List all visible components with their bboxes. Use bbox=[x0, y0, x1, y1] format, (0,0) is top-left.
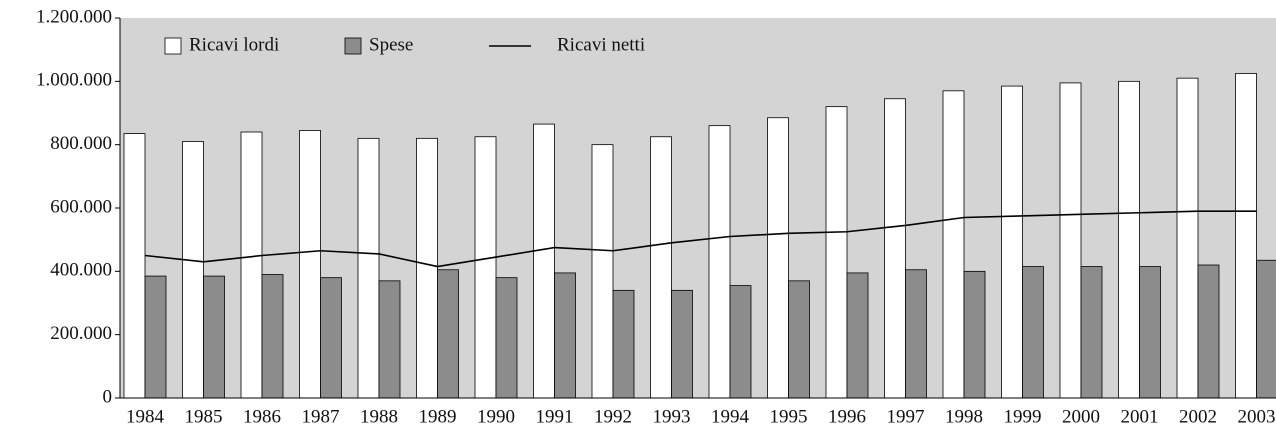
bar bbox=[963, 270, 986, 399]
x-tick-label: 1987 bbox=[302, 406, 340, 427]
x-tick-label: 1992 bbox=[594, 406, 632, 427]
x-tick-label: 2000 bbox=[1062, 406, 1100, 427]
x-tick-label: 1998 bbox=[945, 406, 983, 427]
bar bbox=[708, 125, 731, 399]
y-tick-label: 1.000.000 bbox=[36, 70, 112, 91]
x-tick-label: 2003 bbox=[1238, 406, 1276, 427]
line bbox=[144, 210, 1257, 268]
legend-label: Spese bbox=[369, 34, 413, 55]
bar bbox=[671, 289, 693, 399]
bar bbox=[942, 90, 965, 399]
y-tick-label: 800.000 bbox=[50, 133, 112, 154]
bar bbox=[378, 280, 401, 399]
x-tick-label: 1989 bbox=[419, 406, 457, 427]
bar bbox=[203, 275, 225, 399]
bar bbox=[123, 133, 146, 399]
bar bbox=[1001, 85, 1023, 399]
x-tick-label: 2001 bbox=[1121, 406, 1159, 427]
bar bbox=[299, 130, 321, 399]
bar bbox=[1059, 82, 1082, 399]
x-tick-label: 1993 bbox=[653, 406, 691, 427]
x-tick-label: 2002 bbox=[1179, 406, 1217, 427]
x-tick-label: 1988 bbox=[360, 406, 398, 427]
bar bbox=[416, 137, 438, 399]
legend-swatch bbox=[164, 37, 182, 55]
bar bbox=[1235, 73, 1257, 399]
x-tick-label: 1985 bbox=[185, 406, 223, 427]
bar bbox=[767, 117, 789, 399]
bar bbox=[1256, 259, 1276, 399]
bar bbox=[1139, 266, 1161, 399]
bar bbox=[1197, 264, 1220, 399]
bar bbox=[261, 274, 284, 399]
bar bbox=[320, 277, 342, 399]
bar bbox=[591, 144, 614, 399]
bar bbox=[884, 98, 906, 399]
x-tick-label: 1990 bbox=[477, 406, 515, 427]
legend-label: Ricavi netti bbox=[557, 34, 645, 55]
bar bbox=[1176, 77, 1199, 399]
x-tick-label: 1996 bbox=[828, 406, 866, 427]
bar bbox=[437, 269, 459, 399]
bar bbox=[144, 275, 167, 399]
legend-label: Ricavi lordi bbox=[189, 34, 279, 55]
bar bbox=[846, 272, 869, 399]
bar bbox=[554, 272, 576, 399]
bar bbox=[825, 106, 848, 399]
legend-swatch bbox=[344, 37, 362, 55]
bar bbox=[182, 141, 204, 399]
y-tick-label: 1.200.000 bbox=[36, 6, 112, 27]
x-tick-label: 1994 bbox=[711, 406, 750, 427]
bar bbox=[729, 285, 752, 399]
x-tick-label: 1986 bbox=[243, 406, 281, 427]
plot-area bbox=[120, 18, 1276, 398]
x-tick-label: 1995 bbox=[770, 406, 808, 427]
x-tick-label: 1997 bbox=[887, 406, 925, 427]
y-tick-label: 600.000 bbox=[50, 196, 112, 217]
y-tick-label: 0 bbox=[103, 386, 113, 407]
y-tick-label: 200.000 bbox=[50, 323, 112, 344]
bar bbox=[1022, 266, 1044, 399]
bar bbox=[650, 136, 672, 399]
x-tick-label: 1991 bbox=[536, 406, 574, 427]
bar bbox=[357, 137, 380, 399]
x-tick-label: 1984 bbox=[126, 406, 165, 427]
bar bbox=[533, 123, 555, 399]
y-tick-label: 400.000 bbox=[50, 260, 112, 281]
bar bbox=[240, 131, 263, 399]
bar bbox=[495, 277, 518, 399]
bar bbox=[1080, 266, 1103, 399]
bar bbox=[1118, 80, 1140, 399]
bar bbox=[612, 289, 635, 399]
bar bbox=[788, 280, 810, 399]
bar bbox=[905, 269, 927, 399]
x-tick-label: 1999 bbox=[1004, 406, 1042, 427]
bar bbox=[474, 136, 497, 399]
